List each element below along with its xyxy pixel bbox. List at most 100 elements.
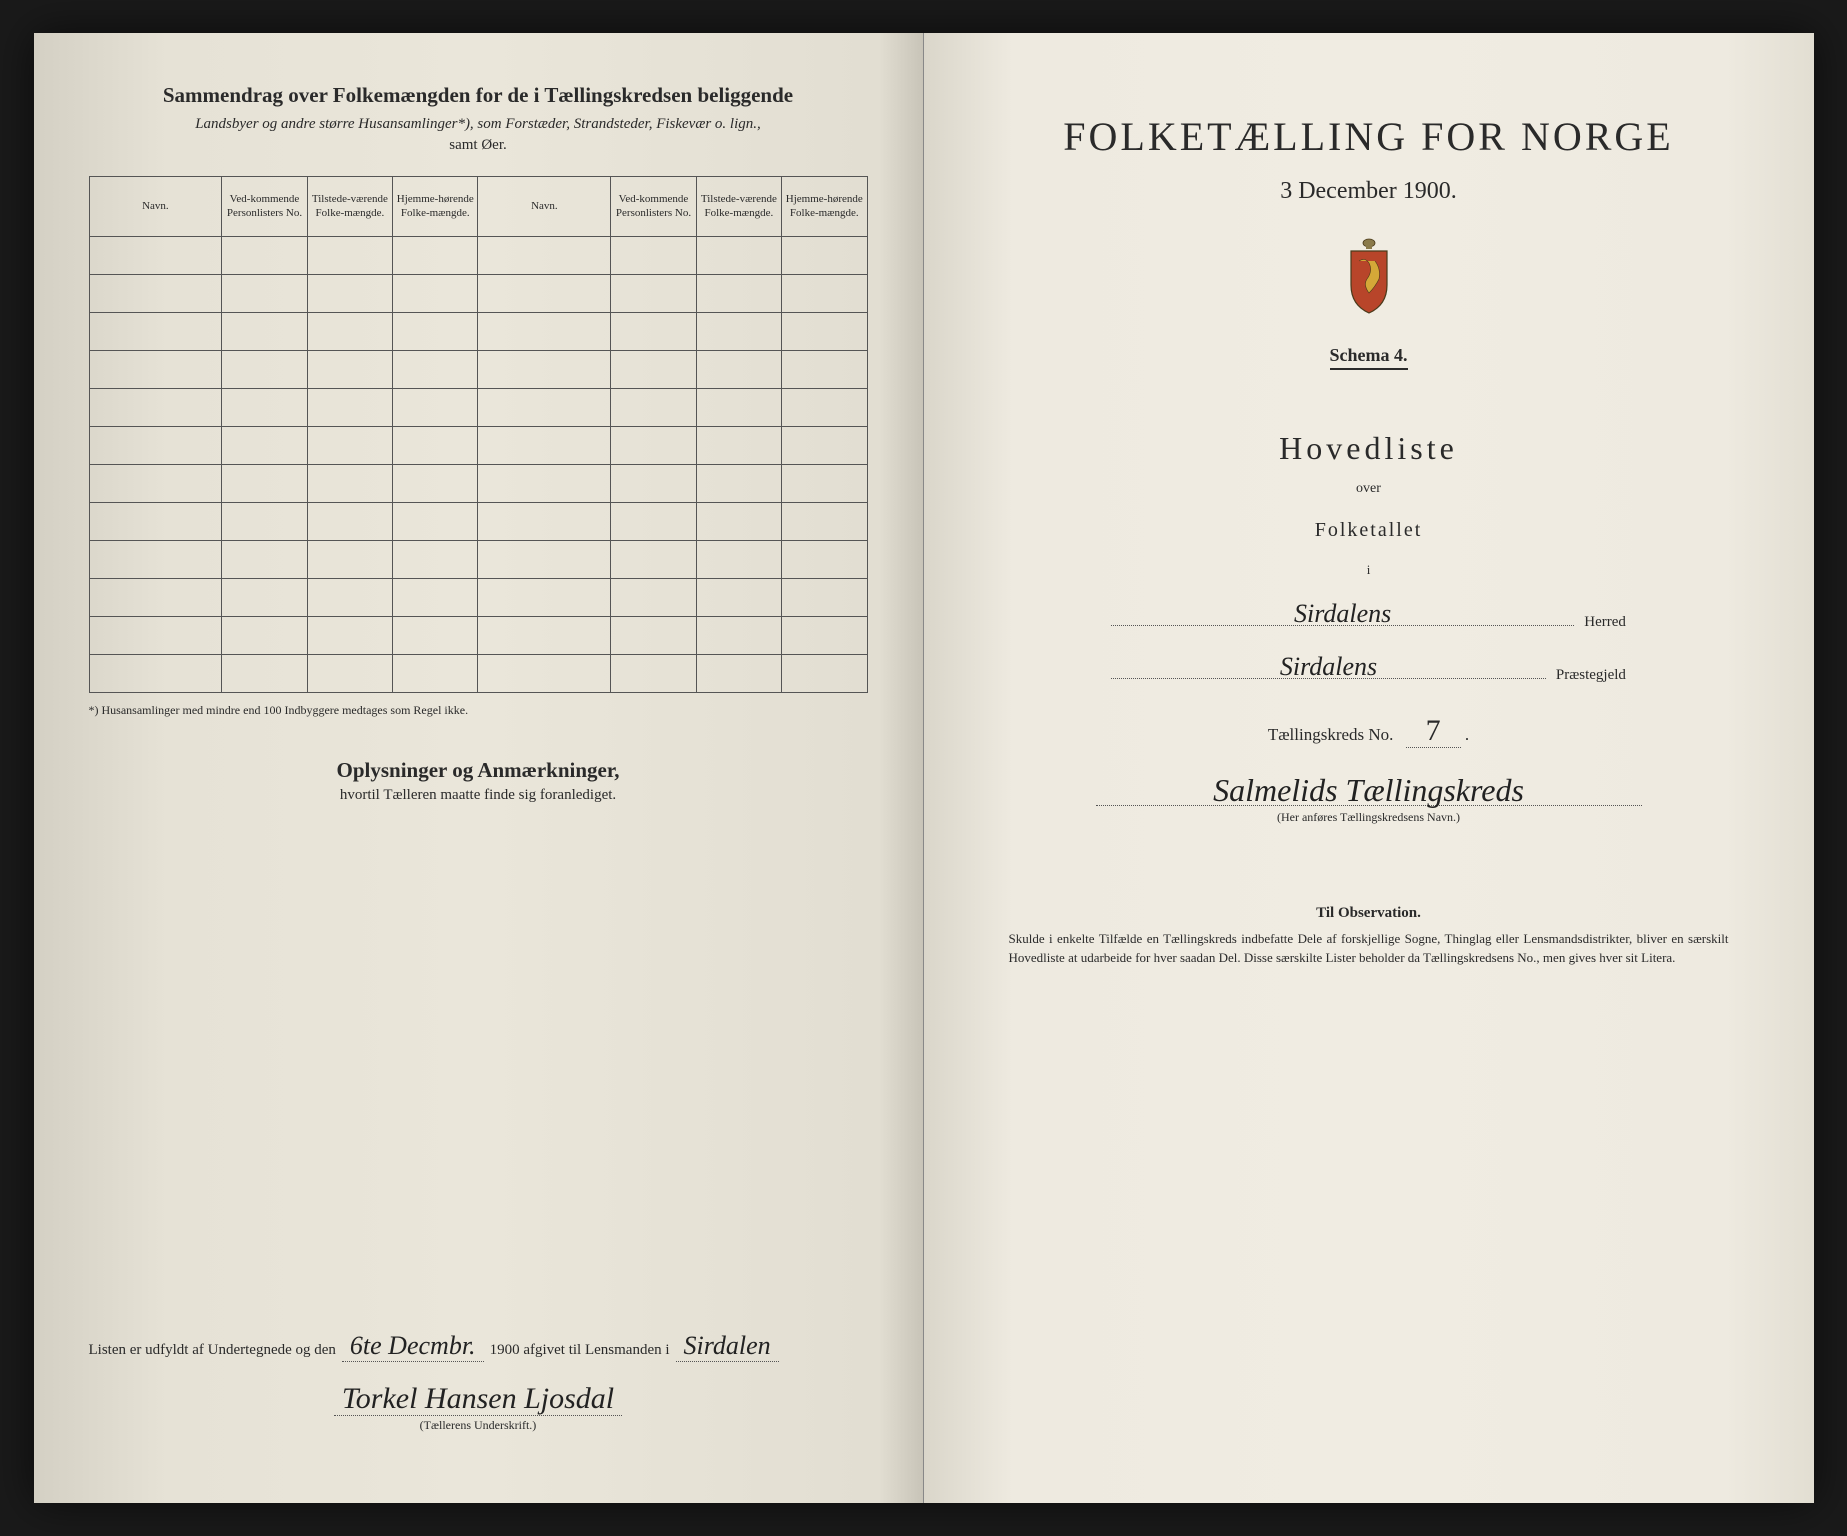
right-content: FOLKETÆLLING FOR NORGE 3 December 1900. … [979,83,1759,968]
table-cell [478,503,611,541]
table-cell [89,237,222,275]
table-cell [478,617,611,655]
praestegjeld-value: Sirdalens [1272,652,1385,682]
hovedliste-heading: Hovedliste [979,430,1759,467]
table-cell [222,351,307,389]
kreds-period: . [1465,725,1469,744]
table-row [89,275,867,313]
signature-block: Listen er udfyldt af Undertegnede og den… [89,1331,868,1433]
table-cell [222,237,307,275]
table-cell [89,655,222,693]
table-cell [89,465,222,503]
table-cell [222,389,307,427]
table-cell [696,275,781,313]
table-cell [782,313,867,351]
footnote: *) Husansamlinger med mindre end 100 Ind… [89,703,868,718]
herred-value: Sirdalens [1286,599,1399,629]
praestegjeld-field: Sirdalens [1111,655,1546,679]
schema-label: Schema 4. [1330,345,1408,370]
observation-title: Til Observation. [979,905,1759,922]
main-date: 3 December 1900. [979,178,1759,205]
table-cell [222,313,307,351]
right-page: FOLKETÆLLING FOR NORGE 3 December 1900. … [924,33,1814,1503]
table-cell [611,503,696,541]
kreds-label: Tællingskreds No. [1268,725,1394,744]
table-cell [222,465,307,503]
table-cell [478,427,611,465]
kreds-name-field: Salmelids Tællingskreds [1096,782,1642,806]
table-body [89,237,867,693]
subtitle-line1: Landsbyer og andre større Husansamlinger… [195,116,761,132]
col-vedkommende-2: Ved-kommende Personlisters No. [611,177,696,237]
table-cell [782,465,867,503]
sig-year: 1900 afgivet til Lensmanden i [490,1342,670,1359]
sig-place: Sirdalen [676,1331,779,1362]
summary-title: Sammendrag over Folkemængden for de i Tæ… [89,83,868,108]
table-cell [478,351,611,389]
table-cell [393,313,478,351]
table-cell [393,655,478,693]
table-cell [696,351,781,389]
table-cell [393,237,478,275]
table-cell [393,503,478,541]
table-cell [782,617,867,655]
folketallet-label: Folketallet [979,519,1759,542]
main-title: FOLKETÆLLING FOR NORGE [979,113,1759,160]
summary-subtitle: Landsbyer og andre større Husansamlinger… [89,114,868,156]
table-row [89,655,867,693]
table-head: Navn. Ved-kommende Personlisters No. Til… [89,177,867,237]
table-cell [478,579,611,617]
table-row [89,389,867,427]
table-cell [696,237,781,275]
table-cell [393,351,478,389]
table-cell [393,389,478,427]
table-cell [307,351,392,389]
table-cell [307,617,392,655]
table-cell [782,427,867,465]
table-row [89,313,867,351]
table-cell [696,617,781,655]
remarks-subtitle: hvortil Tælleren maatte finde sig foranl… [89,787,868,804]
table-cell [89,351,222,389]
table-cell [307,655,392,693]
crest-svg [1339,235,1399,315]
table-cell [782,351,867,389]
table-cell [696,389,781,427]
table-cell [782,275,867,313]
table-cell [89,427,222,465]
table-cell [393,579,478,617]
table-cell [393,541,478,579]
table-cell [696,655,781,693]
col-navn-2: Navn. [478,177,611,237]
table-cell [307,579,392,617]
table-cell [222,427,307,465]
table-cell [782,389,867,427]
left-header: Sammendrag over Folkemængden for de i Tæ… [89,83,868,156]
obs-body: Skulde i enkelte Tilfælde en Tællingskre… [1009,931,1729,965]
table-cell [89,275,222,313]
table-cell [307,313,392,351]
observation-text: Skulde i enkelte Tilfælde en Tællingskre… [979,930,1759,968]
kreds-number-line: Tællingskreds No. 7 . [979,714,1759,748]
col-vedkommende-1: Ved-kommende Personlisters No. [222,177,307,237]
kreds-caption: (Her anføres Tællingskredsens Navn.) [979,810,1759,825]
table-cell [89,503,222,541]
over-label: over [979,481,1759,497]
table-cell [393,427,478,465]
table-cell [611,351,696,389]
table-cell [611,313,696,351]
table-cell [611,617,696,655]
col-tilstede-2: Tilstede-værende Folke-mængde. [696,177,781,237]
table-cell [696,427,781,465]
praestegjeld-line: Sirdalens Præstegjeld [1111,655,1626,684]
table-cell [307,275,392,313]
table-cell [222,617,307,655]
table-cell [478,237,611,275]
table-cell [696,579,781,617]
remarks-section: Oplysninger og Anmærkninger, hvortil Tæl… [89,758,868,804]
table-cell [696,313,781,351]
coat-of-arms-icon [1339,235,1399,315]
table-cell [611,579,696,617]
table-cell [307,389,392,427]
col-hjemme-2: Hjemme-hørende Folke-mængde. [782,177,867,237]
